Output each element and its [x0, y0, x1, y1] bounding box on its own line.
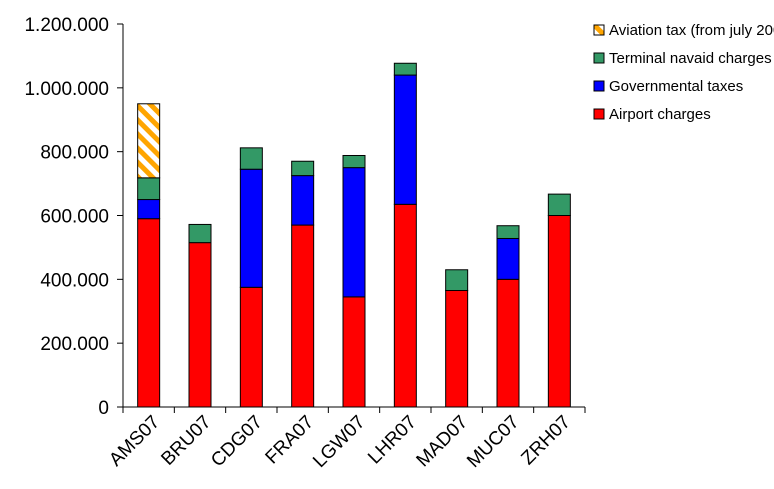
x-tick-label: LGW07 — [309, 412, 369, 472]
legend-label: Governmental taxes — [609, 78, 743, 95]
x-tick-label: MUC07 — [463, 412, 523, 472]
bar-segment-governmental-taxes-lgw07 — [342, 167, 366, 298]
bar-segment-governmental-taxes-fra07 — [291, 175, 315, 226]
x-tick-label: AMS07 — [105, 412, 164, 471]
bar-segment-airport-charges-cdg07 — [239, 286, 263, 408]
legend: Aviation tax (from july 2008) Terminal na… — [593, 22, 774, 123]
bar-segment-terminal-navaid-charges-zrh07 — [547, 193, 571, 216]
y-tick-label: 1.200.000 — [24, 15, 109, 36]
y-tick-label: 1.000.000 — [24, 79, 109, 100]
legend-label: Airport charges — [609, 106, 711, 123]
bar-segment-terminal-navaid-charges-bru07 — [188, 223, 212, 244]
legend-label: Aviation tax (from july 2008) — [609, 22, 774, 39]
bar-segment-airport-charges-fra07 — [291, 224, 315, 408]
bar-segment-airport-charges-zrh07 — [547, 215, 571, 408]
bar-segment-governmental-taxes-muc07 — [496, 237, 520, 280]
x-tick-label: BRU07 — [157, 412, 215, 470]
bar-segment-airport-charges-mad07 — [445, 290, 469, 408]
y-tick-label: 600.000 — [40, 207, 109, 228]
bar-segment-airport-charges-muc07 — [496, 278, 520, 408]
bar-segment-terminal-navaid-charges-mad07 — [445, 269, 469, 292]
x-tick-label: FRA07 — [262, 412, 319, 469]
bar-segment-terminal-navaid-charges-muc07 — [496, 225, 520, 239]
legend-label: Terminal navaid charges — [609, 50, 772, 67]
legend-swatch — [593, 52, 605, 64]
bar-segment-terminal-navaid-charges-ams07 — [137, 177, 161, 201]
bars — [137, 62, 571, 408]
legend-swatch — [593, 80, 605, 92]
legend-swatch — [593, 24, 605, 36]
y-tick-label: 800.000 — [40, 143, 109, 164]
x-tick-label: LHR07 — [364, 412, 421, 469]
x-tick-label: MAD07 — [413, 412, 473, 472]
bar-segment-aviation-tax-from-july-2008-ams07 — [137, 103, 161, 179]
bar-segment-airport-charges-ams07 — [137, 218, 161, 408]
y-tick-label: 400.000 — [40, 270, 109, 291]
bar-segment-terminal-navaid-charges-lgw07 — [342, 154, 366, 169]
y-tick-label: 0 — [98, 398, 109, 419]
bar-segment-terminal-navaid-charges-fra07 — [291, 160, 315, 177]
bar-segment-terminal-navaid-charges-cdg07 — [239, 147, 263, 170]
x-tick-label: CDG07 — [207, 412, 267, 472]
bar-segment-terminal-navaid-charges-lhr07 — [393, 62, 417, 76]
legend-swatch — [593, 108, 605, 120]
bar-segment-airport-charges-bru07 — [188, 242, 212, 408]
bar-segment-governmental-taxes-ams07 — [137, 199, 161, 220]
bar-segment-airport-charges-lgw07 — [342, 296, 366, 408]
x-tick-label: ZRH07 — [517, 412, 574, 469]
y-tick-label: 200.000 — [40, 334, 109, 355]
bar-segment-airport-charges-lhr07 — [393, 203, 417, 408]
bar-segment-governmental-taxes-lhr07 — [393, 74, 417, 205]
bar-segment-governmental-taxes-cdg07 — [239, 168, 263, 288]
